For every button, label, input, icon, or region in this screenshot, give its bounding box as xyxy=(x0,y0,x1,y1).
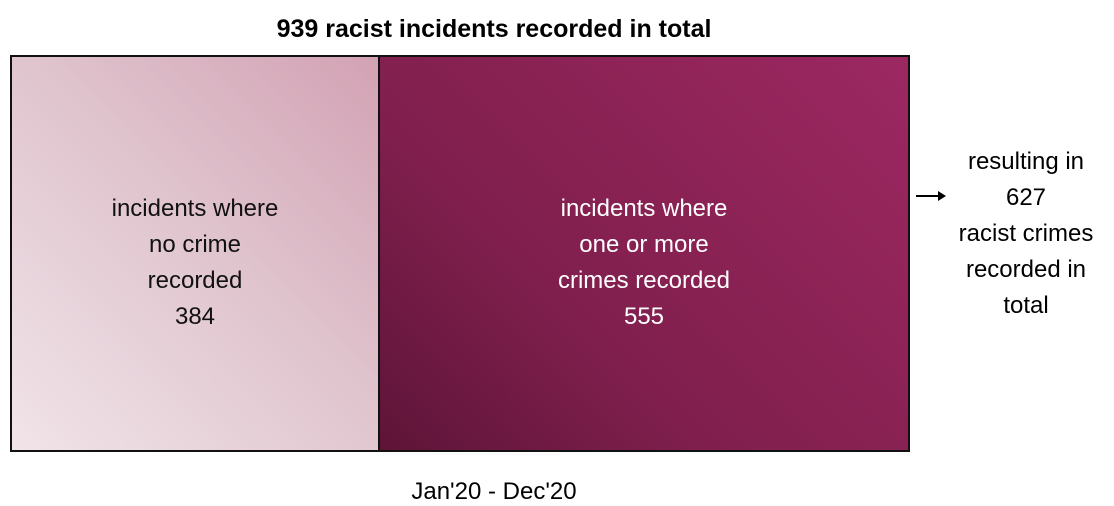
crime-recorded-line-2: one or more xyxy=(579,231,709,258)
period-label: Jan'20 - Dec'20 xyxy=(411,478,577,505)
crime-recorded-line-3: crimes recorded xyxy=(557,267,731,294)
outcome-line-1: resulting in xyxy=(967,148,1085,175)
outcome-line-2: 627 xyxy=(1005,184,1047,211)
outcome-line-4: recorded in xyxy=(965,256,1087,283)
crime-recorded-line-1: incidents where xyxy=(560,195,728,222)
crime-recorded-box: incidents where one or more crimes recor… xyxy=(380,57,908,450)
arrow-right-icon xyxy=(916,191,946,201)
no-crime-label: incidents where no crime recorded 384 xyxy=(12,191,378,335)
crime-recorded-value: 555 xyxy=(623,303,665,330)
outcome-text: resulting in 627 racist crimes recorded … xyxy=(938,144,1114,324)
no-crime-line-2: no crime xyxy=(148,231,242,258)
outcome-line-5: total xyxy=(1003,292,1049,319)
diagram-title: 939 racist incidents recorded in total xyxy=(276,15,712,43)
crime-recorded-label: incidents where one or more crimes recor… xyxy=(380,191,908,335)
outcome-line-3: racist crimes xyxy=(958,220,1094,247)
no-crime-value: 384 xyxy=(174,303,216,330)
no-crime-line-1: incidents where xyxy=(111,195,279,222)
no-crime-line-3: recorded xyxy=(147,267,243,294)
incidents-diagram: incidents where no crime recorded 384 in… xyxy=(10,55,910,452)
no-crime-box: incidents where no crime recorded 384 xyxy=(12,57,380,450)
